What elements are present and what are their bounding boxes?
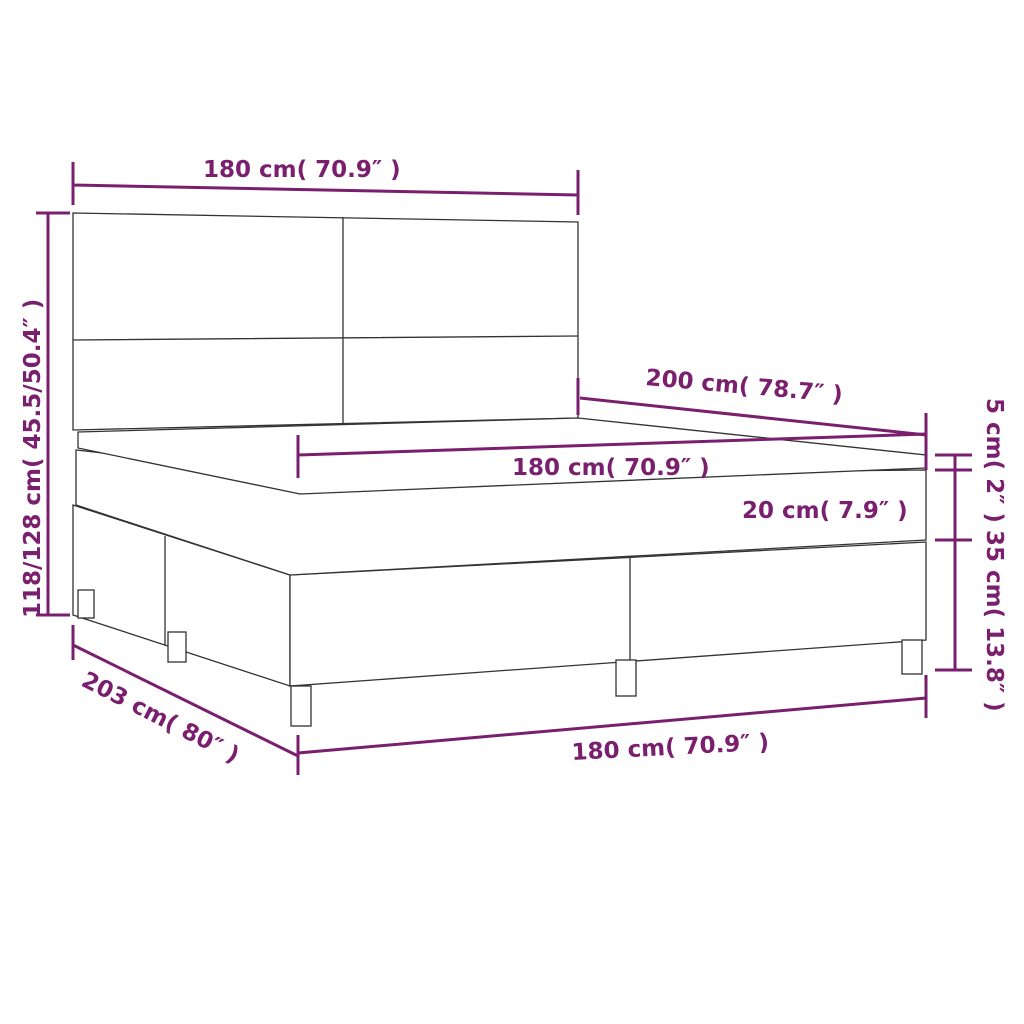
leg: [167, 631, 187, 663]
headboard-seams: [72, 217, 579, 425]
dimension-lines: [36, 162, 972, 775]
headboard: [72, 212, 579, 431]
mattress-length-label: 200 cm( 78.7″ ): [644, 365, 843, 408]
headboard-width-label: 180 cm( 70.9″ ): [203, 157, 401, 183]
mattress-width-label: 180 cm( 70.9″ ): [512, 455, 710, 481]
base-height-label: 35 cm( 13.8″ ): [981, 530, 1007, 712]
total-width-label: 180 cm( 70.9″ ): [571, 730, 770, 766]
bed-drawing: [72, 212, 927, 727]
mattress-height-label: 20 cm( 7.9″ ): [742, 498, 908, 524]
headboard-height-label: 118/128 cm( 45.5/50.4″ ): [20, 299, 46, 618]
bed-base-front: [289, 541, 927, 687]
leg: [77, 589, 95, 619]
leg: [290, 685, 312, 727]
leg: [901, 639, 923, 675]
leg: [615, 659, 637, 697]
base-seams: [164, 536, 631, 660]
topper-height-label: 5 cm( 2″ ): [981, 398, 1007, 523]
